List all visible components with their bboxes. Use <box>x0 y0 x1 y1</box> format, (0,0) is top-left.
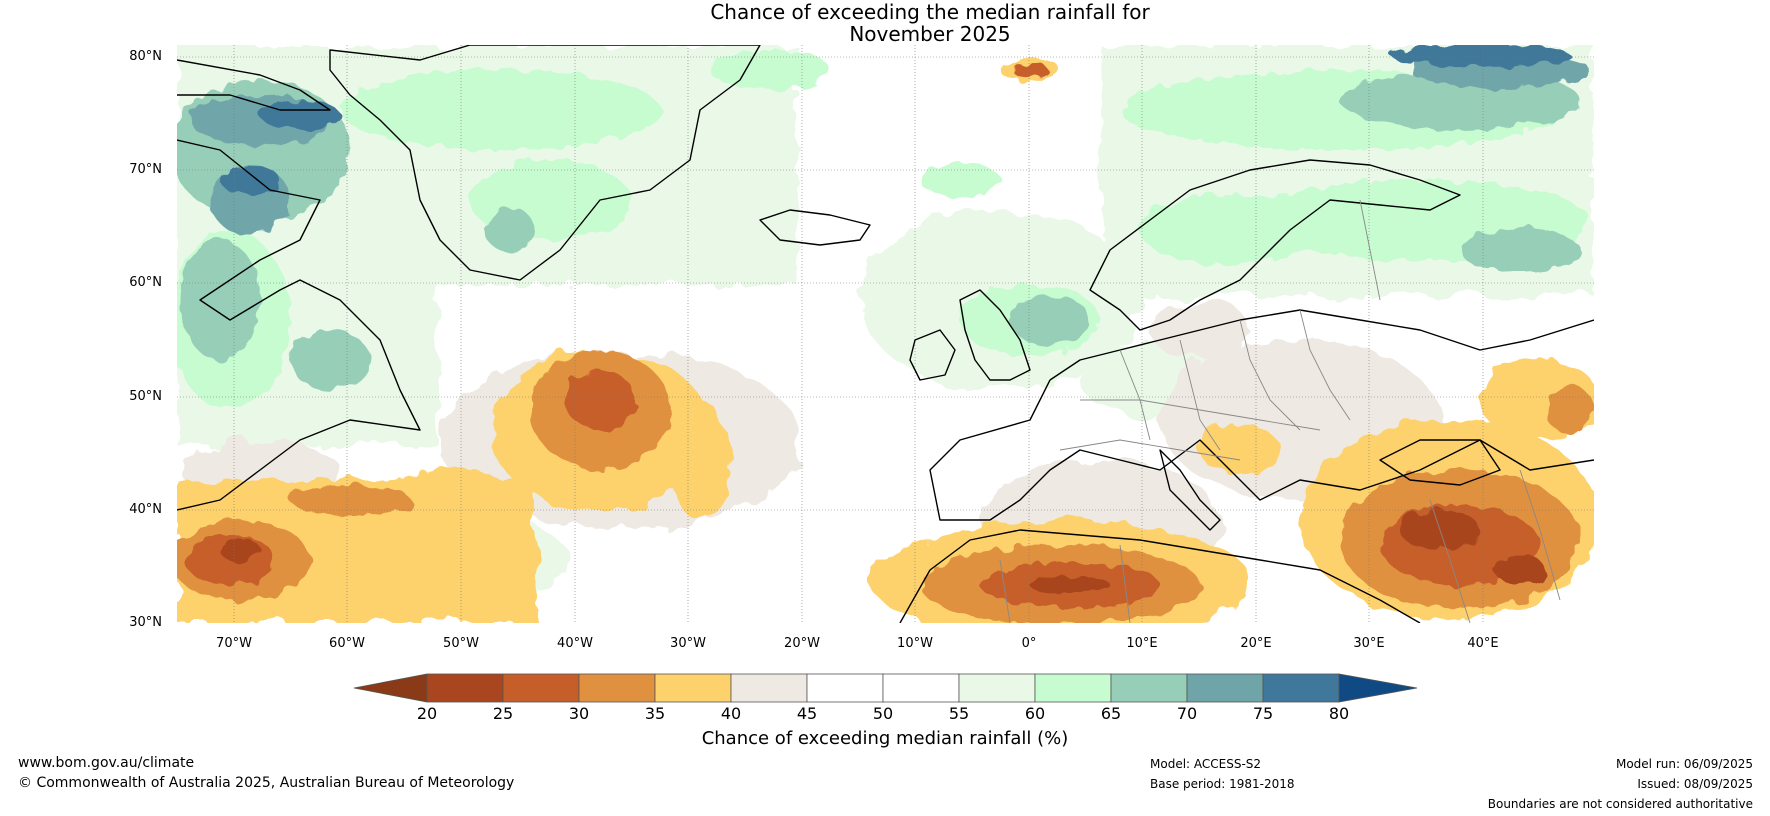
ireland-coast <box>909 329 956 381</box>
colorbar-tick-label: 50 <box>872 704 894 723</box>
lat-label: 40°N <box>129 502 162 517</box>
colorbar-tick-label: 45 <box>796 704 818 723</box>
issued-text: Issued: 08/09/2025 <box>1637 777 1753 791</box>
lon-label: 20°W <box>784 636 820 651</box>
lon-label: 40°E <box>1467 636 1499 651</box>
colorbar-tick-label: 55 <box>948 704 970 723</box>
lon-label: 70°W <box>216 636 252 651</box>
uk-coast <box>959 289 1031 381</box>
model-text: Model: ACCESS-S2 <box>1150 757 1262 771</box>
colorbar-tick-label: 25 <box>492 704 514 723</box>
north-africa-coast <box>899 529 1421 623</box>
colorbar-tick-label: 75 <box>1252 704 1274 723</box>
lon-label: 60°W <box>329 636 365 651</box>
lat-label: 80°N <box>129 49 162 64</box>
lon-label: 30°E <box>1353 636 1385 651</box>
lon-label: 0° <box>1021 636 1037 651</box>
website-link[interactable]: www.bom.gov.au/climate <box>18 755 195 771</box>
colorbar-tick-label: 65 <box>1100 704 1122 723</box>
map-plot-area <box>177 45 1594 623</box>
copyright-text: © Commonwealth of Australia 2025, Austra… <box>18 775 515 791</box>
model-run-text: Model run: 06/09/2025 <box>1615 757 1753 771</box>
lon-label: 10°E <box>1126 636 1158 651</box>
map-title-line-2: November 2025 <box>849 22 1011 46</box>
coastlines <box>177 45 1594 623</box>
greenland-coast <box>329 45 761 281</box>
lon-label: 10°W <box>897 636 933 651</box>
country-borders <box>999 199 1561 623</box>
colorbar-tick-label: 70 <box>1176 704 1198 723</box>
colorbar-extend-under <box>353 673 428 703</box>
colorbar-bin <box>578 673 656 703</box>
lat-label: 50°N <box>129 389 162 404</box>
colorbar-bin <box>1110 673 1188 703</box>
colorbar-bin <box>1034 673 1112 703</box>
italy-coast <box>1159 449 1221 531</box>
colorbar-tick-label: 80 <box>1328 704 1350 723</box>
iceland-coast <box>759 209 871 246</box>
lon-label: 30°W <box>670 636 706 651</box>
colorbar-tick-label: 30 <box>568 704 590 723</box>
colorbar-tick-label: 60 <box>1024 704 1046 723</box>
colorbar-tick-label: 20 <box>416 704 438 723</box>
colorbar-bin <box>1186 673 1264 703</box>
colorbar-label: Chance of exceeding median rainfall (%) <box>701 728 1069 749</box>
colorbar-bin <box>806 673 884 703</box>
north-america-coast <box>177 139 421 511</box>
lon-label: 40°W <box>557 636 593 651</box>
lat-label: 70°N <box>129 162 162 177</box>
lat-label: 30°N <box>129 615 162 630</box>
scandinavia-coast <box>1089 159 1461 331</box>
disclaimer-text: Boundaries are not considered authoritat… <box>1487 797 1753 811</box>
colorbar-bin <box>882 673 960 703</box>
europe-coast <box>1049 309 1594 381</box>
lon-label: 20°E <box>1240 636 1272 651</box>
colorbar-tick-label: 40 <box>720 704 742 723</box>
colorbar-tick-label: 35 <box>644 704 666 723</box>
graticule <box>177 45 1594 623</box>
colorbar-bin <box>958 673 1036 703</box>
colorbar-bin <box>1262 673 1340 703</box>
colorbar-extend-over <box>1338 673 1418 703</box>
colorbar-bin <box>730 673 808 703</box>
base-period-text: Base period: 1981-2018 <box>1150 777 1295 791</box>
colorbar <box>353 673 1418 703</box>
lon-label: 50°W <box>443 636 479 651</box>
colorbar-bin <box>426 673 504 703</box>
map-title-line-1: Chance of exceeding the median rainfall … <box>710 0 1150 24</box>
colorbar-bin <box>654 673 732 703</box>
lat-label: 60°N <box>129 275 162 290</box>
colorbar-bin <box>502 673 580 703</box>
